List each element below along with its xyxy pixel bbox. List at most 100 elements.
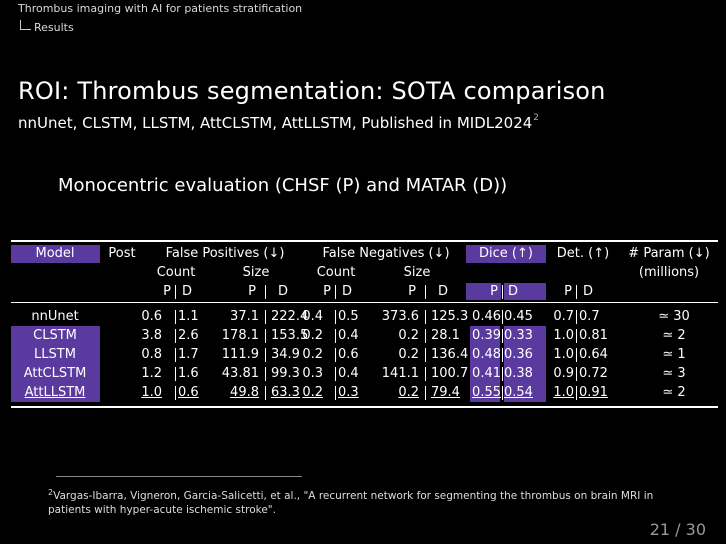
- det-p-cell: 1.0: [553, 347, 574, 362]
- fnc-divider: [335, 348, 336, 362]
- model-name-cell: LLSTM: [34, 347, 76, 362]
- fnc-p-cell: 0.2: [302, 328, 323, 343]
- det-p-cell: 0.7: [553, 309, 574, 324]
- det-divider: [576, 367, 577, 381]
- det-d-cell: 0.7: [579, 309, 600, 324]
- fnc-p-cell: 0.2: [302, 347, 323, 362]
- header-fp-size: Size: [242, 265, 270, 280]
- table-bottom-rule: [11, 406, 718, 408]
- fps-p-cell: 43.81: [221, 366, 259, 381]
- dice-divider: [502, 348, 503, 362]
- dice-p-header-highlight: [466, 283, 501, 300]
- model-name-cell: CLSTM: [33, 328, 77, 343]
- fns-d-cell: 125.3: [431, 309, 469, 324]
- footnote-rule: [56, 476, 302, 477]
- dice-d-cell: 0.33: [504, 328, 533, 343]
- fpc-d-cell: 2.6: [178, 328, 199, 343]
- fns-d-cell: 79.4: [431, 385, 460, 400]
- fps-divider: [265, 310, 266, 324]
- subtitle-footnote-ref[interactable]: 2: [533, 113, 540, 123]
- fns-p-cell: 141.1: [381, 366, 419, 381]
- subheader-dice-divider: [502, 285, 503, 299]
- fpc-d-cell: 0.6: [178, 385, 199, 400]
- header-millions: (millions): [638, 265, 700, 280]
- subheader-fpc-divider: [175, 285, 176, 299]
- model-name-cell: nnUnet: [31, 309, 79, 324]
- fps-divider: [265, 348, 266, 362]
- fnc-divider: [335, 329, 336, 343]
- breadcrumb-section[interactable]: Thrombus imaging with AI for patients st…: [18, 2, 303, 15]
- fpc-d-cell: 1.6: [178, 366, 199, 381]
- fnc-d-cell: 0.3: [338, 385, 359, 400]
- subheader-fps-d: D: [278, 284, 289, 299]
- fpc-p-cell: 3.8: [141, 328, 162, 343]
- fns-p-cell: 0.2: [398, 328, 419, 343]
- det-d-cell: 0.81: [579, 328, 608, 343]
- subheader-dice-p: P: [490, 284, 498, 299]
- header-fp-count: Count: [156, 265, 196, 280]
- subheader-det-divider: [576, 285, 577, 299]
- footnote-marker: 2: [48, 488, 54, 497]
- fpc-p-cell: 0.6: [141, 309, 162, 324]
- subheader-det-d: D: [583, 284, 594, 299]
- breadcrumb: Thrombus imaging with AI for patients st…: [18, 2, 302, 35]
- fnc-divider: [335, 310, 336, 324]
- fpc-divider: [175, 348, 176, 362]
- param-cell: ≃ 2: [662, 328, 686, 343]
- fns-p-cell: 0.2: [398, 385, 419, 400]
- subheader-fns-p: P: [408, 284, 416, 299]
- header-dice: Dice (↑): [479, 246, 533, 261]
- fpc-divider: [175, 329, 176, 343]
- det-divider: [576, 310, 577, 324]
- fnc-d-cell: 0.4: [338, 366, 359, 381]
- det-divider: [576, 348, 577, 362]
- fps-p-cell: 111.9: [221, 347, 259, 362]
- param-cell: ≃ 1: [662, 347, 686, 362]
- fps-d-cell: 222.4: [271, 309, 309, 324]
- fns-p-cell: 0.2: [398, 347, 419, 362]
- det-d-cell: 0.72: [579, 366, 608, 381]
- header-model: Model: [35, 246, 75, 261]
- header-false-positives: False Positives (↓): [165, 246, 285, 261]
- fps-p-cell: 49.8: [230, 385, 259, 400]
- fnc-divider: [335, 367, 336, 381]
- subheader-fnc-d: D: [342, 284, 353, 299]
- fps-d-cell: 99.3: [271, 366, 300, 381]
- fnc-p-cell: 0.2: [302, 385, 323, 400]
- fns-divider: [425, 386, 426, 400]
- slide-title: ROI: Thrombus segmentation: SOTA compari…: [18, 77, 606, 105]
- param-cell: ≃ 30: [658, 309, 690, 324]
- dice-p-cell: 0.55: [472, 385, 501, 400]
- fps-p-cell: 178.1: [221, 328, 259, 343]
- param-cell: ≃ 3: [662, 366, 686, 381]
- fnc-d-cell: 0.6: [338, 347, 359, 362]
- comparison-table: Model Post False Positives (↓) False Neg…: [11, 240, 718, 408]
- model-column-highlight: [11, 326, 100, 402]
- fnc-p-cell: 0.3: [302, 366, 323, 381]
- subheader-fnc-p: P: [323, 284, 331, 299]
- dice-divider: [502, 386, 503, 400]
- slide-subtitle: nnUnet, CLSTM, LLSTM, AttCLSTM, AttLLSTM…: [18, 113, 539, 132]
- fns-d-cell: 100.7: [431, 366, 469, 381]
- tree-branch-icon: [20, 20, 31, 30]
- fpc-d-cell: 1.1: [178, 309, 199, 324]
- fns-d-cell: 28.1: [431, 328, 460, 343]
- fns-divider: [425, 310, 426, 324]
- fns-d-cell: 136.4: [431, 347, 469, 362]
- header-false-negatives: False Negatives (↓): [322, 246, 450, 261]
- fps-d-cell: 34.9: [271, 347, 300, 362]
- header-post: Post: [108, 246, 136, 261]
- param-cell: ≃ 2: [662, 385, 686, 400]
- subheader-fns-divider: [425, 285, 426, 299]
- header-fn-size: Size: [403, 265, 431, 280]
- fns-divider: [425, 329, 426, 343]
- breadcrumb-subsection[interactable]: Results: [34, 21, 74, 34]
- fnc-d-cell: 0.4: [338, 328, 359, 343]
- header-fn-count: Count: [316, 265, 356, 280]
- subheader-fpc-d: D: [182, 284, 193, 299]
- fpc-d-cell: 1.7: [178, 347, 199, 362]
- fpc-p-cell: 0.8: [141, 347, 162, 362]
- subheader-fnc-divider: [335, 285, 336, 299]
- subheader-fpc-p: P: [163, 284, 171, 299]
- fpc-divider: [175, 367, 176, 381]
